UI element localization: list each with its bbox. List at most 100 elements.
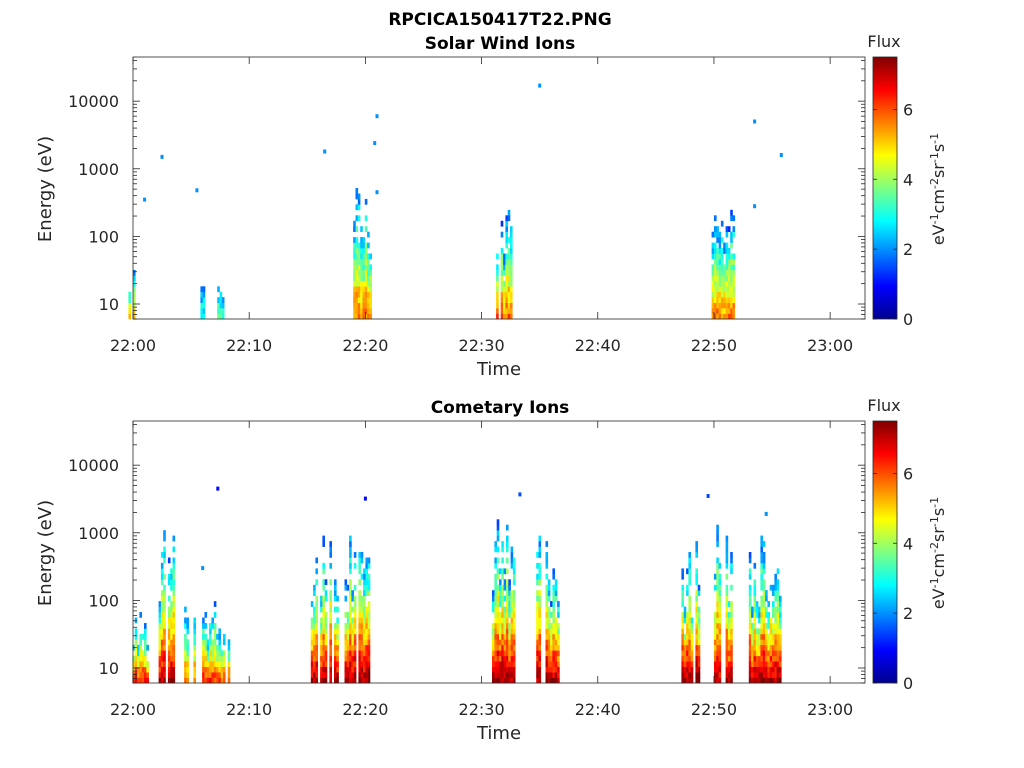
spectrogram-cell <box>730 677 733 684</box>
spectrogram-cell <box>727 650 731 657</box>
spectrogram-cell <box>213 623 217 629</box>
spectrogram-cell <box>716 628 719 635</box>
spectrogram-cell <box>753 672 757 678</box>
spectrogram-cell <box>322 535 325 542</box>
spectrogram-cell <box>146 661 149 667</box>
spectrogram-cell <box>160 677 164 684</box>
spectrogram-cell <box>545 562 549 569</box>
spectrogram-cell <box>501 601 504 607</box>
spectrogram-cell <box>727 275 731 282</box>
spectrogram-cell <box>550 639 553 646</box>
spectrogram-cell <box>496 584 500 591</box>
spectrogram-cell <box>227 639 231 646</box>
spectrogram-cell <box>510 286 513 293</box>
spectrogram-cell <box>732 275 736 282</box>
spectrogram-cell <box>554 655 558 662</box>
spectrogram-cell <box>193 672 196 678</box>
spectrogram-cell <box>211 655 214 662</box>
spectrogram-cell <box>167 595 171 602</box>
spectrogram-cell <box>336 633 339 640</box>
spectrogram-cell <box>313 672 316 678</box>
spectrogram-cell <box>360 269 363 276</box>
spectrogram-cell <box>369 313 372 320</box>
spectrogram-cell <box>329 677 332 684</box>
panel-solar-wind-ions: Solar Wind Ions 22:00 22:10 22:20 22:30 22:4… <box>35 32 948 380</box>
spectrogram-cell <box>711 308 715 314</box>
spectrogram-cell <box>163 557 166 564</box>
spectrogram-cell <box>510 628 514 635</box>
spectrogram-cell <box>686 655 689 662</box>
spectrogram-cell <box>186 666 189 673</box>
spectrogram-cell <box>748 655 752 662</box>
spectrogram-cell <box>695 573 698 580</box>
spectrogram-cell <box>730 644 733 651</box>
spectrogram-cell <box>723 308 726 314</box>
spectrogram-cell <box>315 612 318 618</box>
spectrogram-cell <box>367 562 371 569</box>
spectrogram-cell <box>496 628 500 635</box>
axes: 22:00 22:10 22:20 22:30 22:40 22:50 23:0010100… <box>68 57 865 355</box>
spectrogram-cell <box>313 666 316 673</box>
spectrogram-cell <box>550 666 553 673</box>
spectrogram-cell <box>688 552 691 558</box>
spectrogram-cell <box>364 198 368 205</box>
spectrogram-cell <box>193 628 196 635</box>
spectrogram-cell <box>167 557 171 564</box>
spectrogram-cell <box>510 552 514 558</box>
spectrogram-cell <box>725 546 729 553</box>
spectrogram-cell <box>536 552 539 558</box>
spectrogram-cell <box>334 590 337 596</box>
spectrogram-cell <box>753 623 757 629</box>
spectrogram-cell <box>695 541 698 547</box>
spectrogram-cell <box>725 231 729 238</box>
spectrogram-cell <box>547 677 551 684</box>
spectrogram-cell <box>184 655 187 662</box>
spectrogram-cell <box>213 633 217 640</box>
spectrogram-cell <box>349 655 352 662</box>
spectrogram-cell <box>496 275 499 282</box>
spectrogram-cell <box>355 302 359 309</box>
spectrogram-cell <box>545 666 549 673</box>
spectrogram-cell <box>753 562 757 569</box>
spectrogram-cell <box>748 628 752 635</box>
spectrogram-cell <box>748 617 752 624</box>
spectrogram-cell <box>690 677 694 684</box>
spectrogram-cell <box>716 530 719 536</box>
spectrogram-cell <box>545 552 549 558</box>
spectrogram-cell <box>367 579 371 586</box>
spectrogram-cell <box>349 595 352 602</box>
spectrogram-cell <box>554 677 558 684</box>
spectrogram-cell <box>557 661 560 667</box>
spectrogram-cell <box>324 623 328 629</box>
spectrogram-cell <box>769 655 773 662</box>
spectrogram-cell <box>334 661 337 667</box>
spectrogram-cell <box>506 623 509 629</box>
spectrogram-cell <box>137 655 140 662</box>
spectrogram-cell <box>163 644 166 651</box>
spectrogram-cell <box>748 557 752 564</box>
spectrogram-cell <box>557 606 560 613</box>
spectrogram-cell <box>508 590 511 596</box>
spectrogram-cell <box>167 655 171 662</box>
spectrogram-cell <box>499 595 502 602</box>
spectrogram-cell <box>496 612 500 618</box>
spectrogram-cell <box>718 639 722 646</box>
spectrogram-cell <box>512 666 516 673</box>
spectrogram-cell <box>313 606 316 613</box>
spectrogram-cell <box>367 253 370 260</box>
spectrogram-cell <box>351 644 354 651</box>
spectrogram-cell <box>690 650 694 657</box>
spectrogram-cell <box>695 672 698 678</box>
spectrogram-cell <box>329 552 332 558</box>
spectrogram-cell <box>727 612 731 618</box>
spectrogram-cell <box>512 612 516 618</box>
spectrogram-cell <box>751 655 754 662</box>
spectrogram-cell <box>765 606 768 613</box>
spectrogram-cell <box>336 606 339 613</box>
spectrogram-cell <box>336 655 339 662</box>
isolated-point <box>363 496 367 501</box>
spectrogram-cell <box>505 291 508 298</box>
spectrogram-cell <box>160 633 164 640</box>
spectrogram-cell <box>329 541 332 547</box>
spectrogram-cell <box>496 661 500 667</box>
